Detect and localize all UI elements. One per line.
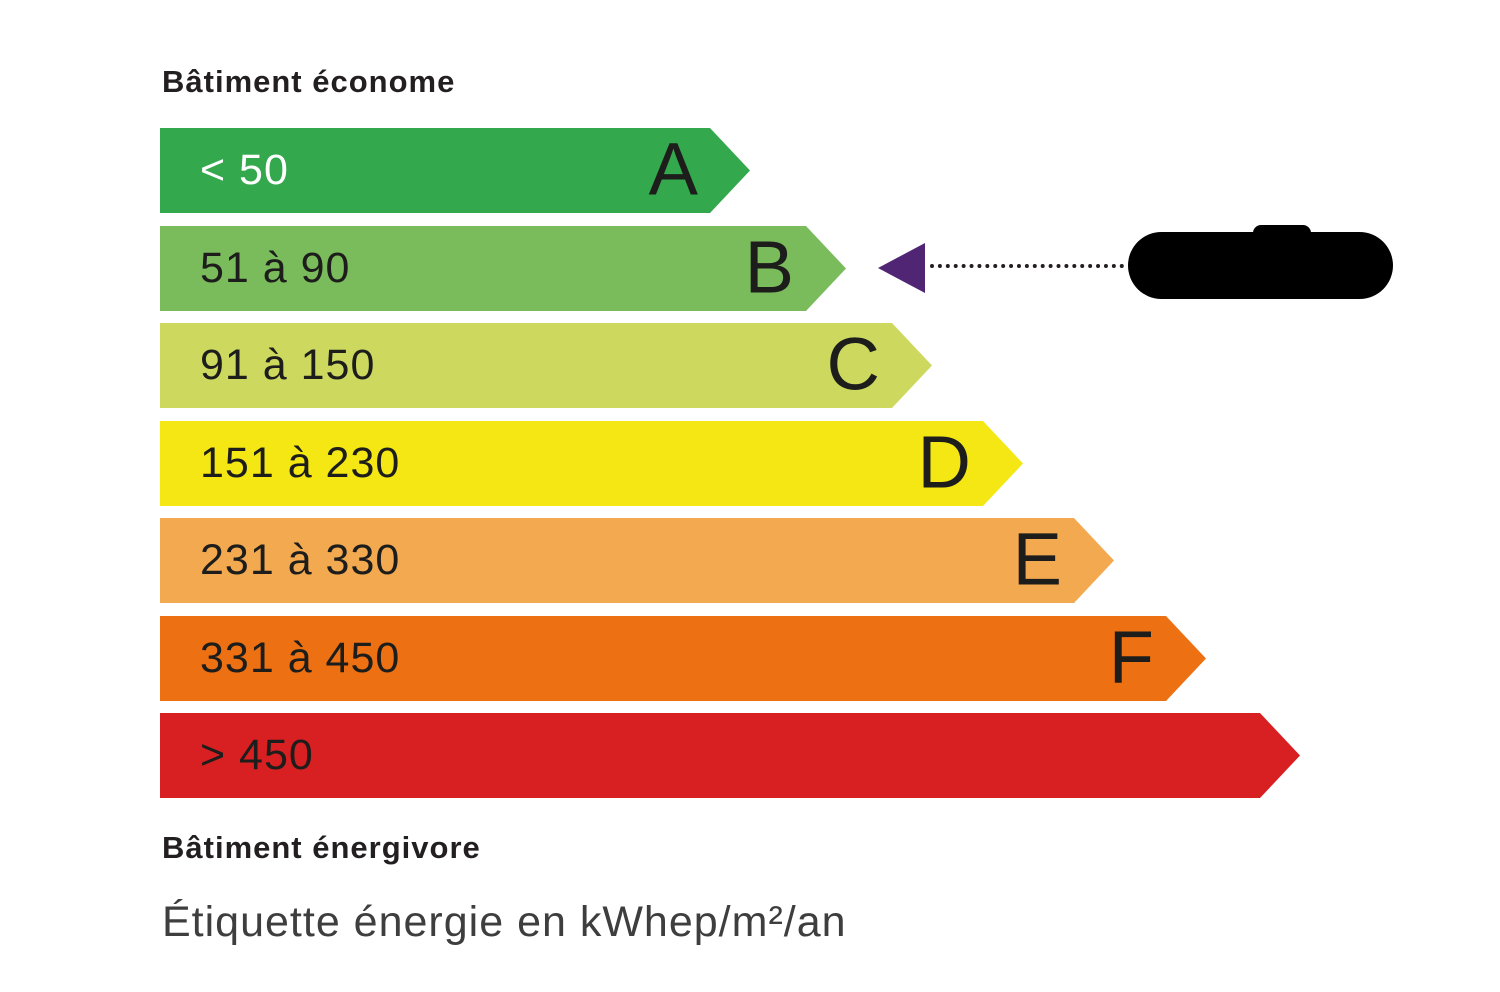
energy-class-range-label: 151 à 230 xyxy=(200,439,401,487)
redacted-value-blob-bump xyxy=(1253,225,1311,247)
energy-intensive-building-caption: Bâtiment énergivore xyxy=(162,830,481,865)
energy-label-unit-caption: Étiquette énergie en kWhep/m²/an xyxy=(162,898,847,946)
selected-class-pointer-icon xyxy=(878,243,925,293)
energy-class-letter: A xyxy=(648,127,698,211)
energy-class-range-label: 331 à 450 xyxy=(200,634,401,682)
energy-class-letter: B xyxy=(744,225,794,309)
energy-class-letter: F xyxy=(1108,615,1154,699)
energy-class-letter: C xyxy=(826,322,880,406)
energy-class-bar: 151 à 230 D xyxy=(160,421,1023,506)
energy-class-letter: D xyxy=(917,420,971,504)
energy-class-bar: < 50 A xyxy=(160,128,750,213)
energy-class-range-label: < 50 xyxy=(200,146,289,194)
energy-class-range-label: 231 à 330 xyxy=(200,536,401,584)
energy-class-bar: 231 à 330 E xyxy=(160,518,1114,603)
economical-building-caption: Bâtiment économe xyxy=(162,64,456,99)
energy-class-bar: 331 à 450 F xyxy=(160,616,1206,701)
energy-class-letter: E xyxy=(1012,517,1062,601)
pointer-dotted-line xyxy=(930,264,1124,268)
energy-class-bar: 51 à 90 B xyxy=(160,226,846,311)
energy-class-range-label: > 450 xyxy=(200,731,314,779)
energy-class-range-label: 51 à 90 xyxy=(200,244,351,292)
energy-class-bar: > 450 xyxy=(160,713,1300,798)
energy-class-bar: 91 à 150 C xyxy=(160,323,932,408)
energy-class-range-label: 91 à 150 xyxy=(200,341,376,389)
